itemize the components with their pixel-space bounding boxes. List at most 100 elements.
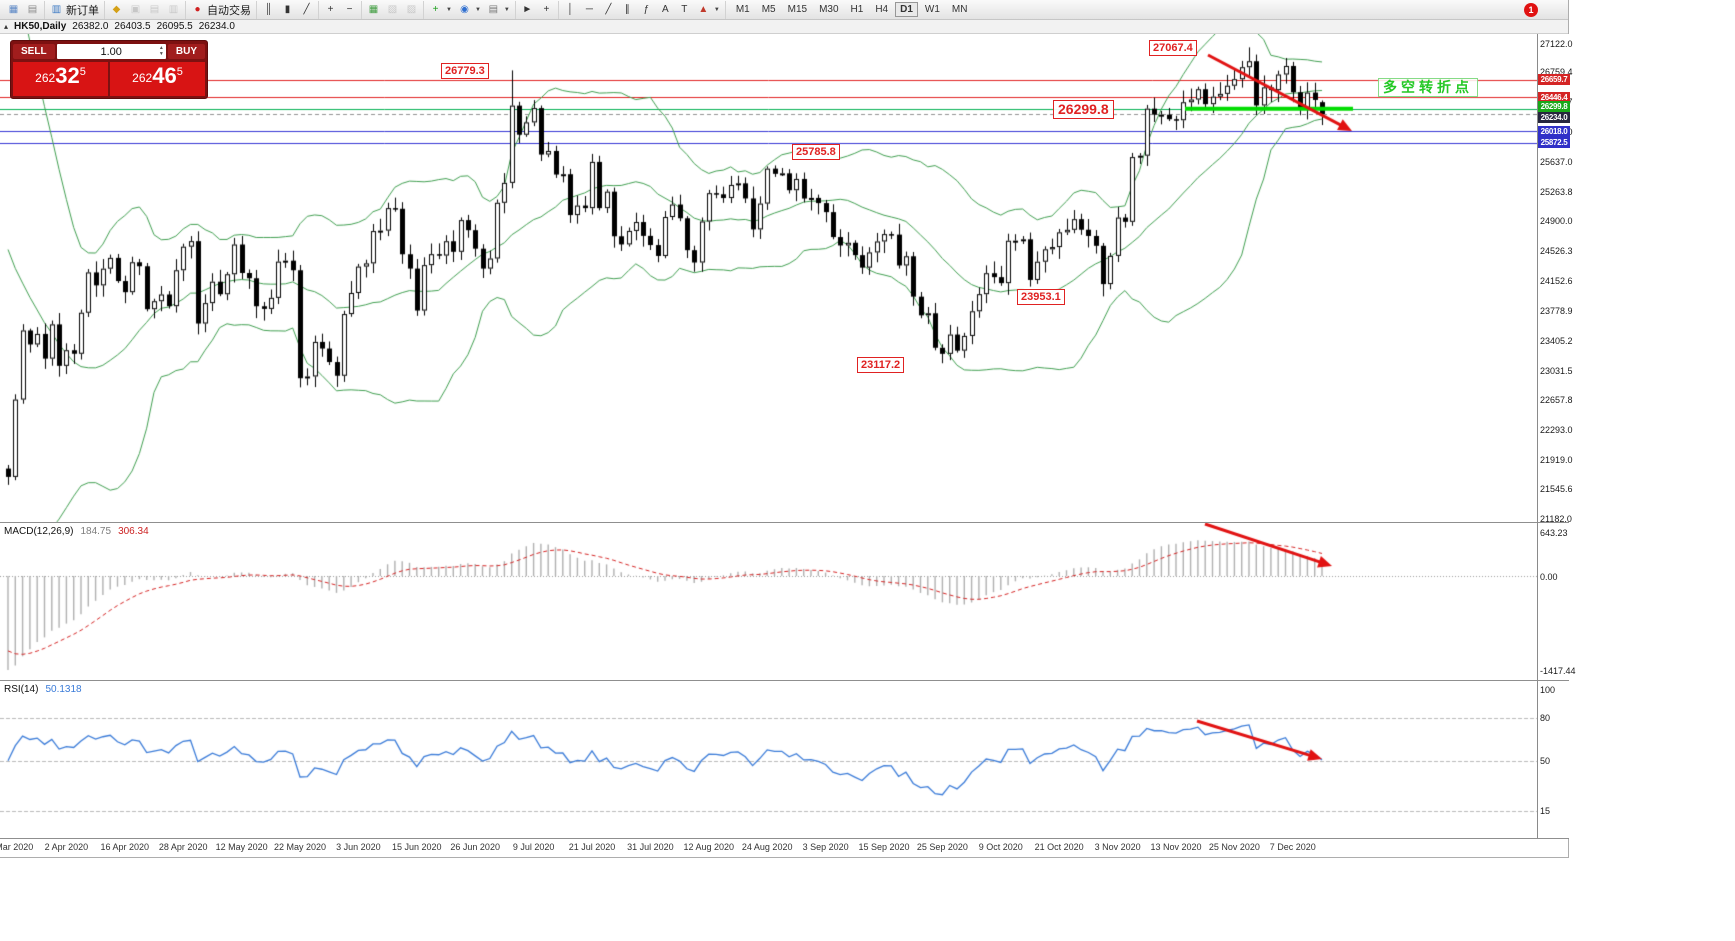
metaeditor-icon[interactable]: ◆ bbox=[108, 2, 125, 18]
notification-badge[interactable]: 1 bbox=[1524, 3, 1538, 17]
toolbar-group: ▥ 新订单 bbox=[45, 0, 105, 19]
rsi-value: 50.1318 bbox=[45, 684, 82, 695]
annotation-27067[interactable]: 27067.4 bbox=[1149, 40, 1197, 56]
crosshair-icon[interactable]: + bbox=[538, 2, 555, 18]
indicators-add-icon[interactable]: + ▼ bbox=[427, 2, 454, 18]
cursor-icon[interactable]: ► bbox=[519, 2, 536, 18]
date-label: 15 Sep 2020 bbox=[858, 842, 910, 852]
price-tick: 23778.9 bbox=[1540, 305, 1573, 316]
annotation-25785[interactable]: 25785.8 bbox=[792, 144, 840, 160]
timeframe-m1-button[interactable]: M1 bbox=[735, 4, 750, 15]
periods-icon: ◉ bbox=[460, 3, 469, 15]
rsi-label: RSI(14) bbox=[4, 684, 39, 695]
chart-canvas[interactable] bbox=[0, 34, 1537, 838]
price-scale[interactable]: 27122.026759.426385.726012.025637.025263… bbox=[1537, 34, 1576, 838]
data-window-icon[interactable]: ▤ bbox=[146, 2, 163, 18]
rsi-scale-tick: 50 bbox=[1540, 756, 1551, 767]
panel-separator bbox=[0, 838, 1569, 839]
trendline-icon: ╱ bbox=[605, 3, 612, 15]
timeframe-m15-button[interactable]: M15 bbox=[787, 4, 808, 15]
price-tick: 21919.0 bbox=[1540, 454, 1573, 465]
navigator-icon[interactable]: ▧ bbox=[384, 2, 401, 18]
toolbar-button-groups: ▦ ▤ ▥ 新订单 ◆ ▣ ▤ ▥ ● 自动交易 ║ ▮ ╱ + − ▦ ▧ ▨ + ▼ ◉ ▼ ▤ ▼ ► + │ ─ ╱ ∥ ƒ A T ▲ ▼ bbox=[2, 0, 726, 19]
sell-price-button[interactable]: 262 32 5 bbox=[13, 62, 108, 96]
horizontal-line-icon[interactable]: ─ bbox=[581, 2, 598, 18]
zoom-out-icon[interactable]: − bbox=[341, 2, 358, 18]
timeframe-mn-button[interactable]: MN bbox=[951, 4, 968, 15]
chart-open-value: 26382.0 bbox=[72, 21, 109, 32]
price-tick: 21545.6 bbox=[1540, 484, 1573, 495]
date-label: 25 Nov 2020 bbox=[1208, 842, 1260, 852]
annotation-23117[interactable]: 23117.2 bbox=[857, 357, 905, 373]
date-label: 21 Jul 2020 bbox=[568, 842, 616, 852]
history-center-icon[interactable]: ▨ bbox=[403, 2, 420, 18]
text-icon[interactable]: A bbox=[657, 2, 674, 18]
price-tick: 25637.0 bbox=[1540, 157, 1573, 168]
tile-windows-icon[interactable]: ▦ bbox=[365, 2, 382, 18]
annotation-23953[interactable]: 23953.1 bbox=[1017, 289, 1065, 305]
channel-icon[interactable]: ∥ bbox=[619, 2, 636, 18]
panel-separator[interactable] bbox=[0, 680, 1569, 681]
dropdown-caret-icon: ▼ bbox=[446, 6, 452, 13]
buy-button[interactable]: BUY bbox=[167, 44, 205, 59]
autotrading-button[interactable]: ● 自动交易 bbox=[189, 2, 253, 18]
macd-main-value: 184.75 bbox=[80, 526, 112, 537]
indicators-add-icon: + bbox=[432, 3, 439, 15]
buy-price-button[interactable]: 262 46 5 bbox=[110, 62, 205, 96]
price-tick: 23405.2 bbox=[1540, 335, 1573, 346]
rsi-scale-tick: 100 bbox=[1540, 684, 1556, 695]
timeframe-m5-button[interactable]: M5 bbox=[761, 4, 776, 15]
chart-close-value: 26234.0 bbox=[198, 21, 235, 32]
chart-shift-icon[interactable]: ▤ bbox=[24, 2, 41, 18]
volume-input[interactable]: 1.00 ▲ ▼ bbox=[56, 44, 166, 59]
label-icon[interactable]: T bbox=[676, 2, 693, 18]
line-chart-icon[interactable]: ╱ bbox=[298, 2, 315, 18]
annotation-26779[interactable]: 26779.3 bbox=[441, 63, 489, 79]
date-label: 2 Apr 2020 bbox=[44, 842, 89, 852]
volume-stepper[interactable]: ▲ ▼ bbox=[159, 45, 164, 57]
panel-separator[interactable] bbox=[0, 522, 1569, 523]
price-tick: 22657.8 bbox=[1540, 395, 1573, 406]
date-label: 13 Nov 2020 bbox=[1150, 842, 1202, 852]
spin-down-icon[interactable]: ▼ bbox=[158, 51, 164, 57]
timeframe-m30-button[interactable]: M30 bbox=[819, 4, 839, 15]
terminal-icon[interactable]: ▥ bbox=[165, 2, 182, 18]
chart-window-icon[interactable]: ▦ bbox=[5, 2, 22, 18]
zoom-in-icon[interactable]: + bbox=[322, 2, 339, 18]
price-tick: 24152.6 bbox=[1540, 275, 1573, 286]
rsi-label-row: RSI(14) 50.1318 bbox=[4, 684, 82, 695]
timeframe-h4-button[interactable]: H4 bbox=[875, 4, 889, 15]
price-tick: 24900.0 bbox=[1540, 216, 1573, 227]
new-order-button[interactable]: ▥ 新订单 bbox=[48, 2, 101, 18]
buy-price-digits: 46 bbox=[152, 63, 177, 88]
timeframe-h1-button[interactable]: H1 bbox=[850, 4, 864, 15]
spin-up-icon[interactable]: ▲ bbox=[158, 45, 164, 51]
date-label: 3 Jun 2020 bbox=[336, 842, 381, 852]
timeframe-w1-button[interactable]: W1 bbox=[924, 4, 940, 15]
market-watch-icon[interactable]: ▣ bbox=[127, 2, 144, 18]
price-marker: 26018.0 bbox=[1538, 125, 1570, 137]
annotation-26299[interactable]: 26299.8 bbox=[1053, 100, 1114, 119]
fibonacci-icon[interactable]: ƒ bbox=[638, 2, 655, 18]
periods-icon[interactable]: ◉ ▼ bbox=[456, 2, 483, 18]
time-axis[interactable]: 23 Mar 2020 2 Apr 2020 16 Apr 2020 28 Apr 2… bbox=[0, 839, 1537, 856]
bar-chart-icon[interactable]: ║ bbox=[260, 2, 277, 18]
vertical-line-icon[interactable]: │ bbox=[562, 2, 579, 18]
shapes-icon[interactable]: ▲ ▼ bbox=[695, 2, 722, 18]
candlestick-chart-icon[interactable]: ▮ bbox=[279, 2, 296, 18]
price-tick: 25263.8 bbox=[1540, 187, 1573, 198]
trendline-icon[interactable]: ╱ bbox=[600, 2, 617, 18]
sell-price-digits: 32 bbox=[55, 63, 80, 88]
templates-icon[interactable]: ▤ ▼ bbox=[485, 2, 512, 18]
date-label: 26 Jun 2020 bbox=[450, 842, 500, 852]
price-marker: 26659.7 bbox=[1538, 74, 1570, 86]
date-label: 21 Oct 2020 bbox=[1034, 842, 1084, 852]
text-icon: A bbox=[662, 3, 669, 15]
navigator-icon: ▧ bbox=[387, 3, 398, 15]
timeframe-d1-button[interactable]: D1 bbox=[895, 2, 918, 17]
dropdown-caret-icon: ▼ bbox=[474, 6, 481, 13]
turning-point-label[interactable]: 多空转折点 bbox=[1378, 78, 1478, 97]
buy-price-digits: 5 bbox=[176, 66, 183, 78]
sell-button[interactable]: SELL bbox=[13, 44, 55, 59]
price-tick: 23031.5 bbox=[1540, 365, 1573, 376]
